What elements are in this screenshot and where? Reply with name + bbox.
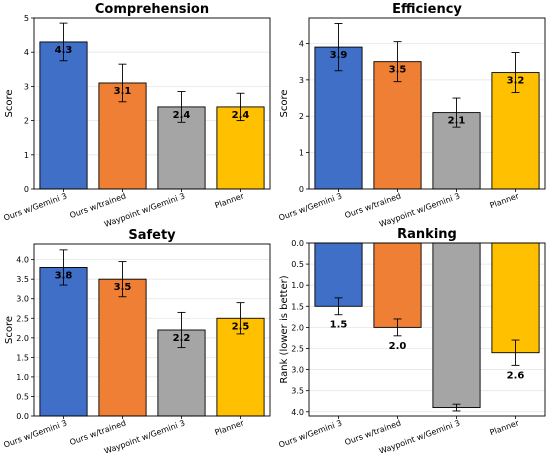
y-tick-label: 2.0 xyxy=(16,334,29,343)
y-tick-label: 1 xyxy=(24,151,29,160)
y-tick-label: 4 xyxy=(24,48,29,57)
y-tick-label: 2 xyxy=(299,112,304,121)
y-tick-label: 3.5 xyxy=(16,275,29,284)
y-tick-label: 3.0 xyxy=(291,366,304,375)
y-tick-label: 0 xyxy=(299,185,304,194)
y-tick-label: 0 xyxy=(24,185,29,194)
y-tick-label: 2.0 xyxy=(291,323,304,332)
x-tick-label: Ours w/Gemini 3 xyxy=(277,191,343,222)
x-tick-label: Ours w/Gemini 3 xyxy=(2,418,68,449)
bar-ours-w-gemini-3 xyxy=(314,242,363,307)
plot-frame xyxy=(33,17,271,190)
value-label: 3.9 xyxy=(330,50,348,61)
y-tick-label: 2.5 xyxy=(16,314,29,323)
x-tick-label: Planner xyxy=(214,191,246,210)
value-label: 2.6 xyxy=(507,370,525,381)
panel-safety: Safety 0.0 0.5 1.0 1.5 2.0 2.5 3.0 3.5 4.0 Score 3.… xyxy=(2,228,271,453)
value-label: 2.4 xyxy=(173,110,191,121)
value-label: 4.3 xyxy=(55,45,73,56)
x-tick-label: Planner xyxy=(214,418,246,437)
value-label: 2.1 xyxy=(448,116,466,127)
bar-ours-w-trained xyxy=(98,278,147,417)
y-tick-label: 0.5 xyxy=(291,260,304,269)
y-tick-label: 0.0 xyxy=(16,412,29,421)
value-label: 1.5 xyxy=(330,320,348,331)
value-label: 3.5 xyxy=(114,282,132,293)
bar-ours-w-trained xyxy=(373,61,422,190)
value-label: 3.8 xyxy=(55,270,73,281)
plot-frame xyxy=(33,243,271,417)
panel-comprehension: Comprehension 0 1 2 3 4 5 Score 4.3 Ours w/Gemini… xyxy=(2,2,271,229)
value-label: 3.1 xyxy=(114,86,132,97)
panel-title: Safety xyxy=(128,228,176,243)
value-label: 3.5 xyxy=(389,65,407,76)
y-tick-label: 0.0 xyxy=(291,239,304,248)
y-tick-label: 1.0 xyxy=(16,373,29,382)
value-label: 2.2 xyxy=(173,333,191,344)
y-tick-label: 3 xyxy=(24,82,29,91)
y-tick-label: 4.0 xyxy=(16,256,29,265)
y-axis-label: Score xyxy=(4,89,15,117)
y-tick-label: 3.5 xyxy=(291,387,304,396)
y-tick-label: 1.5 xyxy=(291,302,304,311)
y-tick-label: 1 xyxy=(299,149,304,158)
panel-title: Comprehension xyxy=(95,2,209,17)
y-tick-label: 4.0 xyxy=(291,408,304,417)
y-tick-label: 5 xyxy=(24,14,29,23)
value-label: 2.0 xyxy=(389,341,407,352)
y-tick-label: 3.0 xyxy=(16,295,29,304)
value-label: 3.2 xyxy=(507,76,525,87)
y-tick-label: 1.5 xyxy=(16,353,29,362)
y-axis-label: Score xyxy=(279,89,290,117)
panel-title: Ranking xyxy=(397,227,457,242)
panel-efficiency: Efficiency 0 1 2 3 4 Score 3.9 Ours w/Gemini 3 3.… xyxy=(277,2,546,229)
x-tick-label: Ours w/Gemini 3 xyxy=(2,191,68,222)
y-axis-label: Score xyxy=(4,316,15,344)
y-tick-label: 4 xyxy=(299,39,304,48)
panel-title: Efficiency xyxy=(392,2,462,17)
bar-ours-w-gemini-3 xyxy=(39,41,88,190)
value-label: 2.4 xyxy=(232,110,250,121)
bar-planner xyxy=(491,242,540,354)
bar-ours-w-trained xyxy=(373,242,422,328)
bar-ours-w-gemini-3 xyxy=(39,267,88,417)
x-tick-label: Ours w/Gemini 3 xyxy=(277,418,343,449)
value-label: 2.5 xyxy=(232,321,250,332)
x-tick-label: Planner xyxy=(489,191,521,210)
y-tick-label: 1.0 xyxy=(291,281,304,290)
x-tick-label: Planner xyxy=(489,418,521,437)
panel-ranking: Ranking 0.0 0.5 1.0 1.5 2.0 2.5 3.0 3.5 4.0 Rank (… xyxy=(277,227,546,453)
y-tick-label: 3 xyxy=(299,76,304,85)
plot-frame xyxy=(308,17,546,190)
plot-frame xyxy=(308,242,546,417)
y-tick-label: 0.5 xyxy=(16,392,29,401)
y-axis-label: Rank (lower is better) xyxy=(279,275,290,383)
y-tick-label: 2.5 xyxy=(291,344,304,353)
bar-waypoint-w-gemini-3 xyxy=(432,242,481,409)
y-tick-label: 2 xyxy=(24,117,29,126)
